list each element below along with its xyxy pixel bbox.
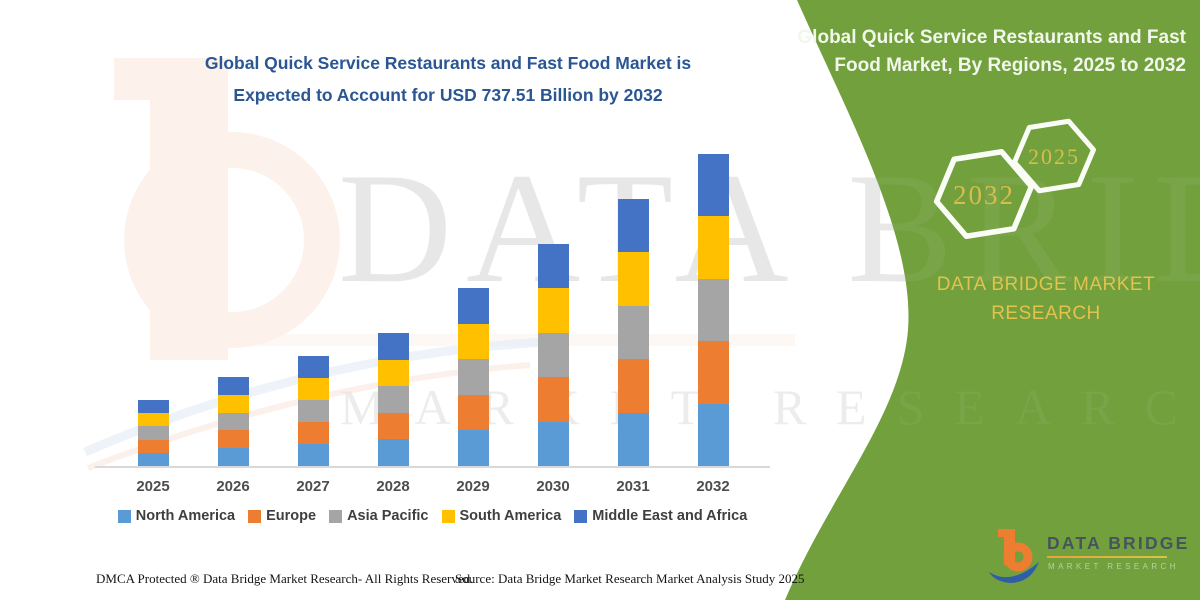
watermark-subtitle-text-on-green: MARKET RESEARCH	[860, 379, 1200, 435]
stacked-bar-2031	[617, 199, 649, 466]
logo-subtitle: MARKET RESEARCH	[1048, 562, 1179, 571]
chart-legend: North America Europe Asia Pacific South Ame…	[95, 508, 770, 524]
hexagon-2025-label: 2025	[1028, 144, 1080, 169]
bar-segment	[137, 400, 169, 414]
bar-segment	[217, 430, 249, 449]
x-axis-label: 2029	[456, 478, 490, 495]
x-axis-label: 2026	[216, 478, 250, 495]
x-axis-label: 2027	[296, 478, 330, 495]
stacked-bar-2032	[697, 154, 729, 466]
bar-segment	[697, 341, 729, 404]
stacked-bar-2027	[297, 356, 329, 466]
bar-segment	[697, 154, 729, 217]
legend-item: Middle East and Africa	[574, 508, 747, 524]
data-bridge-logo-icon	[989, 529, 1039, 583]
chart-title-line2: Expected to Account for USD 737.51 Billi…	[233, 84, 663, 105]
bar-segment	[297, 378, 329, 401]
bar-segment	[537, 288, 569, 333]
stacked-bar-2029	[457, 288, 489, 466]
legend-swatch	[248, 509, 262, 523]
legend-item: Asia Pacific	[329, 508, 429, 524]
x-axis-label: 2030	[536, 478, 570, 495]
hexagon-2025	[1011, 118, 1097, 194]
legend-label: South America	[459, 508, 562, 524]
brand-name-text: DATA BRIDGE MARKET RESEARCH	[880, 270, 1200, 329]
bar-segment	[537, 377, 569, 422]
chart-title-line1: Global Quick Service Restaurants and Fas…	[204, 53, 692, 73]
legend-swatch	[329, 509, 343, 523]
bar-segment	[457, 359, 489, 395]
footer-source: Source: Data Bridge Market Research Mark…	[455, 571, 805, 586]
bar-segment	[217, 412, 249, 431]
legend-swatch	[441, 509, 455, 523]
bar-segment	[297, 400, 329, 423]
bar-segment	[137, 413, 169, 427]
x-axis-label: 2028	[376, 478, 410, 495]
hexagon-2032-label: 2032	[953, 180, 1015, 210]
x-axis-label: 2031	[616, 478, 650, 495]
x-axis-line	[95, 466, 770, 468]
logo-underline	[1047, 556, 1167, 558]
stacked-bar-2030	[537, 243, 569, 466]
chart-plot-area	[95, 138, 770, 468]
bar-segment	[377, 386, 409, 413]
legend-swatch	[574, 509, 588, 523]
x-axis-label: 2032	[696, 478, 730, 495]
bar-segment	[217, 394, 249, 413]
legend-label: Middle East and Africa	[592, 508, 748, 524]
bar-segment	[137, 452, 169, 466]
brand-name-line1: DATA BRIDGE MARKET	[936, 274, 1156, 295]
bar-segment	[377, 359, 409, 387]
bar-segment	[617, 305, 649, 360]
bar-segment	[377, 439, 409, 466]
bar-segment	[697, 278, 729, 342]
legend-swatch	[117, 509, 131, 523]
legend-label: Europe	[266, 508, 317, 524]
bar-segment	[217, 376, 249, 395]
legend-item: North America	[117, 508, 236, 524]
footer-copyright: DMCA Protected ® Data Bridge Market Rese…	[96, 571, 474, 586]
brand-name-line2: RESEARCH	[991, 303, 1101, 325]
bar-segment	[697, 403, 729, 466]
legend-item: Europe	[248, 508, 316, 524]
chart-title: Global Quick Service Restaurants and Fas…	[128, 48, 768, 111]
logo-wordmark: DATA BRIDGE	[1047, 533, 1190, 553]
bar-segment	[297, 422, 329, 445]
bar-segment	[297, 356, 329, 379]
bar-segment	[137, 426, 169, 440]
stacked-bar-2025	[137, 400, 169, 466]
panel-title: Global Quick Service Restaurants and Fas…	[797, 27, 1186, 76]
legend-label: North America	[135, 508, 236, 524]
legend-label: Asia Pacific	[347, 508, 429, 524]
bar-segment	[457, 323, 489, 360]
hexagon-2032	[933, 148, 1035, 240]
stacked-bar-2028	[377, 332, 409, 466]
x-axis-labels: 2025 2026 2027 2028 2029 2030 2031 2032	[95, 478, 770, 500]
data-bridge-logo: DATA BRIDGE MARKET RESEARCH	[985, 524, 1195, 590]
bar-segment	[537, 332, 569, 378]
bar-segment	[297, 444, 329, 466]
bar-segment	[537, 243, 569, 289]
legend-item: South America	[441, 508, 562, 524]
bar-segment	[137, 439, 169, 453]
stacked-bar-2026	[217, 376, 249, 466]
bar-segment	[617, 412, 649, 466]
bar-segment	[457, 394, 489, 431]
bar-segment	[617, 199, 649, 253]
x-axis-label: 2025	[136, 478, 170, 495]
bar-segment	[697, 216, 729, 279]
bar-segment	[377, 332, 409, 360]
bar-segment	[457, 288, 489, 324]
bar-segment	[617, 252, 649, 306]
bar-segment	[537, 421, 569, 466]
bar-segment	[217, 448, 249, 466]
bar-segment	[377, 412, 409, 440]
bar-segment	[457, 430, 489, 466]
bar-segment	[617, 359, 649, 413]
